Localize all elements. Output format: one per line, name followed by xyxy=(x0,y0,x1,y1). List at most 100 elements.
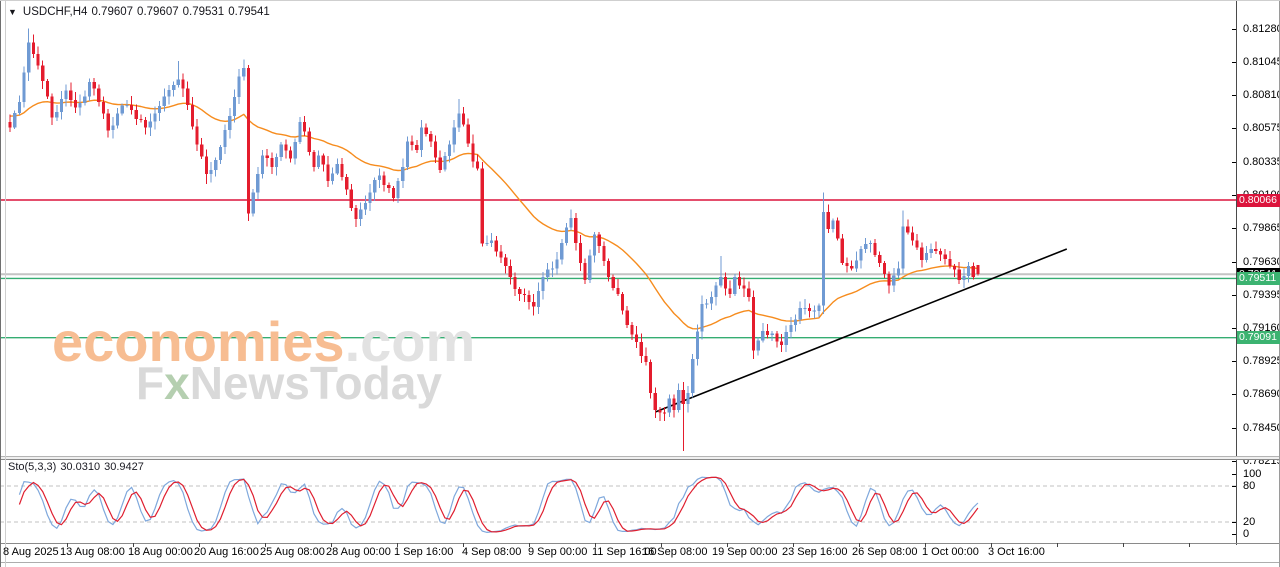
legend-symbol: USDCHF,H4 xyxy=(22,6,88,18)
time-tick-label: 26 Sep 08:00 xyxy=(852,546,918,558)
time-axis[interactable]: 8 Aug 2025 13 Aug 08:00 18 Aug 00:00 20 Aug… xyxy=(0,546,1280,562)
price-tick-mark xyxy=(1232,295,1236,296)
stochastic-value-main: 30.0310 xyxy=(60,461,101,473)
time-tick-mark xyxy=(859,543,860,547)
time-tick-mark xyxy=(1057,543,1058,547)
time-tick-label: 8 Aug 2025 xyxy=(3,546,59,558)
price-tick-label: 0.80335 xyxy=(1243,156,1280,168)
time-tick-mark xyxy=(661,543,662,547)
stoch-tick-mark xyxy=(1232,522,1236,523)
window-bottom-edge xyxy=(0,562,1280,563)
time-tick-label: 28 Aug 00:00 xyxy=(326,546,391,558)
candles xyxy=(8,28,980,451)
subpanel-top-border xyxy=(0,459,1280,460)
stoch-tick-mark xyxy=(1232,474,1236,475)
stoch-tick-mark xyxy=(1232,534,1236,535)
stoch-tick-label: 100 xyxy=(1243,468,1262,480)
time-tick-label: 20 Aug 16:00 xyxy=(194,546,259,558)
time-tick-mark xyxy=(67,543,68,547)
price-tick-label: 0.81045 xyxy=(1243,56,1280,68)
support-price-badge-2: 0.79091 xyxy=(1237,331,1280,344)
stochastic-name: Sto(5,3,3) xyxy=(8,461,57,473)
price-tick-mark xyxy=(1232,428,1236,429)
panel-separator-groove[interactable] xyxy=(0,457,1280,459)
stoch-tick-mark xyxy=(1232,486,1236,487)
panel-separator[interactable] xyxy=(0,456,1280,457)
time-tick-label: 1 Sep 16:00 xyxy=(394,546,454,558)
price-tick-mark xyxy=(1232,228,1236,229)
window-top-border xyxy=(0,0,1280,1)
price-tick-mark xyxy=(1232,262,1236,263)
time-tick-mark xyxy=(925,543,926,547)
time-tick-mark xyxy=(265,543,266,547)
time-tick-label: 9 Sep 00:00 xyxy=(528,546,588,558)
price-axis-line xyxy=(1236,0,1237,545)
price-tick-mark xyxy=(1232,62,1236,63)
legend-high: 0.79607 xyxy=(137,6,179,18)
time-tick-label: 23 Sep 16:00 xyxy=(782,546,848,558)
time-tick-label: 13 Aug 08:00 xyxy=(60,546,125,558)
time-tick-mark xyxy=(529,543,530,547)
legend-open: 0.79607 xyxy=(91,6,134,18)
resistance-price-badge: 0.80066 xyxy=(1237,194,1280,207)
time-tick-mark xyxy=(793,543,794,547)
time-tick-mark xyxy=(199,543,200,547)
stochastic-value-signal: 30.9427 xyxy=(104,461,144,473)
time-tick-mark xyxy=(991,543,992,547)
price-tick-mark xyxy=(1232,162,1236,163)
symbol-dropdown-icon[interactable]: ▼ xyxy=(8,7,17,17)
stochastic-axis[interactable]: 100 80 20 0 xyxy=(1232,0,1280,567)
stochastic-label: Sto(5,3,3) 30.0310 30.9427 xyxy=(8,461,148,473)
stoch-tick-label: 20 xyxy=(1243,516,1256,528)
stoch-tick-label: 80 xyxy=(1243,480,1256,492)
price-tick-mark xyxy=(1232,95,1236,96)
legend-low: 0.79531 xyxy=(182,6,225,18)
time-tick-label: 1 Oct 00:00 xyxy=(922,546,979,558)
price-tick-mark xyxy=(1232,461,1236,462)
price-tick-label: 0.79395 xyxy=(1243,289,1280,301)
time-tick-label: 11 Sep 16:00 xyxy=(592,546,657,558)
time-tick-mark xyxy=(463,543,464,547)
price-tick-label: 0.78925 xyxy=(1243,355,1280,367)
time-tick-label: 25 Aug 08:00 xyxy=(260,546,325,558)
price-tick-mark xyxy=(1232,195,1236,196)
stoch-tick-label: 0 xyxy=(1243,528,1250,540)
price-tick-mark xyxy=(1232,328,1236,329)
window-left-border xyxy=(0,0,1,567)
chart-legend: ▼ USDCHF,H4 0.79607 0.79607 0.79531 0.79541 xyxy=(8,6,274,18)
price-tick-label: 0.79865 xyxy=(1243,222,1280,234)
time-tick-label: 16 Sep 08:00 xyxy=(642,546,708,558)
time-tick-mark xyxy=(133,543,134,547)
ascending-trendline[interactable] xyxy=(655,248,1068,413)
time-tick-mark xyxy=(1123,543,1124,547)
time-tick-mark xyxy=(727,543,728,547)
stochastic-main-line xyxy=(18,476,979,534)
time-tick-mark xyxy=(1189,543,1190,547)
price-tick-mark xyxy=(1232,394,1236,395)
subpanel-bottom-border xyxy=(0,543,1280,544)
price-tick-mark xyxy=(1232,128,1236,129)
price-tick-label: 0.80810 xyxy=(1243,89,1280,101)
window-left-inner-border xyxy=(5,0,6,567)
time-tick-mark xyxy=(595,543,596,547)
stochastic-signal-line xyxy=(18,476,979,533)
support-price-badge-1: 0.79511 xyxy=(1237,272,1280,285)
price-tick-label: 0.78690 xyxy=(1243,388,1280,400)
moving-average-line xyxy=(9,99,978,330)
time-tick-label: 3 Oct 16:00 xyxy=(988,546,1045,558)
price-tick-mark xyxy=(1232,29,1236,30)
stochastic-panel[interactable] xyxy=(0,459,1236,544)
price-tick-label: 0.81280 xyxy=(1243,23,1280,35)
price-tick-label: 0.80575 xyxy=(1243,122,1280,134)
legend-close: 0.79541 xyxy=(228,6,270,18)
time-tick-mark xyxy=(331,543,332,547)
time-tick-label: 18 Aug 00:00 xyxy=(128,546,193,558)
time-tick-mark xyxy=(397,543,398,547)
price-tick-label: 0.79630 xyxy=(1243,256,1280,268)
main-chart[interactable] xyxy=(0,0,1236,457)
price-tick-label: 0.78450 xyxy=(1243,422,1280,434)
price-tick-mark xyxy=(1232,361,1236,362)
time-tick-label: 4 Sep 08:00 xyxy=(462,546,522,558)
time-tick-label: 19 Sep 00:00 xyxy=(712,546,778,558)
